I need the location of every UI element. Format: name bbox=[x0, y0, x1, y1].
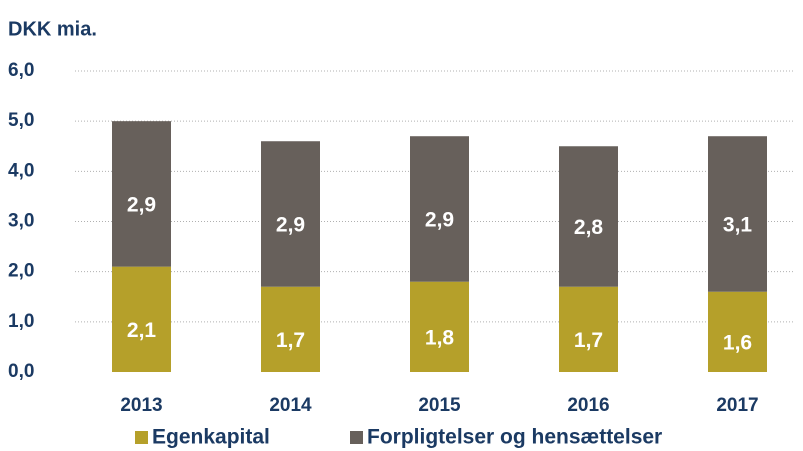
value-label: 1,7 bbox=[276, 329, 305, 352]
value-label: 3,1 bbox=[723, 214, 753, 237]
legend-swatch bbox=[135, 431, 148, 444]
bar-segment bbox=[112, 121, 171, 267]
y-tick-label: 3,0 bbox=[8, 211, 34, 232]
value-label: 1,7 bbox=[574, 329, 603, 352]
bar-segment bbox=[410, 281, 469, 372]
y-tick-label: 5,0 bbox=[8, 110, 34, 131]
y-tick-label: 6,0 bbox=[8, 60, 34, 81]
value-label: 2,9 bbox=[425, 209, 454, 232]
bar-segment bbox=[708, 136, 767, 292]
y-tick-label: 4,0 bbox=[8, 160, 34, 181]
x-tick-label: 2014 bbox=[269, 395, 312, 416]
value-label: 2,9 bbox=[127, 193, 156, 216]
y-tick-label: 1,0 bbox=[8, 311, 34, 332]
bar-segment bbox=[559, 146, 618, 287]
legend-label: Forpligtelser og hensættelser bbox=[367, 426, 662, 449]
y-tick-label: 2,0 bbox=[8, 261, 34, 282]
bar-segment bbox=[559, 286, 618, 372]
value-label: 1,6 bbox=[723, 331, 752, 354]
bar-segment bbox=[112, 266, 171, 372]
x-tick-label: 2017 bbox=[716, 395, 758, 416]
value-label: 2,8 bbox=[574, 216, 604, 239]
y-tick-label: 0,0 bbox=[8, 361, 34, 382]
bar-segment bbox=[708, 291, 767, 372]
chart-title: DKK mia. bbox=[8, 18, 97, 40]
legend-label: Egenkapital bbox=[152, 426, 270, 449]
x-tick-label: 2015 bbox=[418, 395, 461, 416]
bar-segment bbox=[261, 141, 320, 287]
value-label: 2,9 bbox=[276, 214, 305, 237]
legend-swatch bbox=[350, 431, 363, 444]
x-tick-label: 2013 bbox=[120, 395, 162, 416]
value-label: 2,1 bbox=[127, 319, 157, 342]
bar-segment bbox=[261, 286, 320, 372]
value-label: 1,8 bbox=[425, 326, 455, 349]
x-tick-label: 2016 bbox=[567, 395, 609, 416]
bar-segment bbox=[410, 136, 469, 282]
